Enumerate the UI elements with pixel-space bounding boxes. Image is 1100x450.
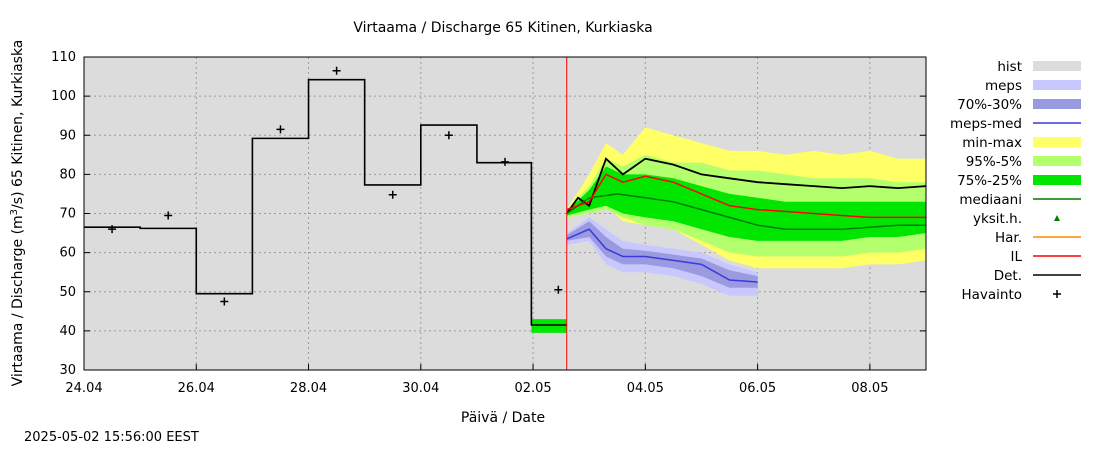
observation-point	[388, 190, 397, 199]
legend-label: 70%-30%	[957, 97, 1022, 113]
legend-label: 75%-25%	[957, 173, 1022, 189]
y-axis-label-suffix: /s) 65 Kitinen, Kurkiaska	[10, 40, 26, 209]
observation-point	[108, 225, 117, 234]
legend-swatch	[1033, 61, 1081, 71]
y-tick-label: 50	[59, 285, 76, 300]
legend-label: hist	[997, 59, 1022, 75]
observation-markers	[108, 66, 563, 306]
y-tick-label: 60	[59, 246, 76, 261]
series-meps-med	[566, 228, 758, 283]
x-tick-label: 28.04	[290, 381, 327, 396]
legend-label: meps	[985, 78, 1022, 94]
series-det-forecast	[565, 157, 927, 215]
legend-swatch	[1053, 290, 1061, 298]
legend-label: Det.	[994, 268, 1022, 284]
observation-point	[276, 125, 285, 134]
series-il	[566, 173, 926, 219]
timestamp: 2025-05-02 15:56:00 EEST	[24, 430, 199, 445]
observation-point	[220, 297, 229, 306]
observation-point	[501, 157, 509, 166]
chart-title: Virtaama / Discharge 65 Kitinen, Kurkias…	[353, 20, 652, 36]
y-tick-label: 110	[51, 50, 76, 65]
y-tick-label: 80	[59, 167, 76, 182]
x-axis-label: Päivä / Date	[461, 410, 545, 426]
observation-point	[332, 66, 341, 75]
legend-swatch	[1033, 99, 1081, 109]
y-axis-label: Virtaama / Discharge (m3/s) 65 Kitinen, …	[9, 40, 27, 387]
y-tick-labels: 30 40 50 60 70 80 90 100 110	[51, 50, 76, 378]
y-tick-label: 40	[59, 324, 76, 339]
series-mediaani	[566, 193, 926, 230]
forecast-bands	[531, 127, 926, 333]
x-tick-label: 04.05	[627, 381, 664, 396]
band-meps-70-30	[566, 221, 758, 288]
legend-label: 95%-5%	[966, 154, 1022, 170]
legend-label: Havainto	[961, 287, 1022, 303]
observation-point	[444, 131, 453, 140]
legend-swatch	[1033, 137, 1081, 147]
legend-swatch	[1033, 175, 1081, 185]
legend-swatch	[1033, 156, 1081, 166]
legend-label: min-max	[962, 135, 1022, 151]
band-75-25	[566, 166, 926, 241]
legend: hist meps 70%-30% meps-med min-max 95%-5% 75%-…	[950, 59, 1081, 303]
x-tick-label: 24.04	[65, 381, 102, 396]
series-lines	[84, 78, 927, 326]
observation-point	[554, 285, 563, 294]
legend-label: mediaani	[959, 192, 1022, 208]
observation-point	[164, 211, 173, 220]
x-tick-labels: 24.04 26.04 28.04 30.04 02.05 04.05 06.05 08.05	[65, 381, 888, 396]
series-det-history	[84, 78, 567, 326]
y-axis-label-prefix: Virtaama / Discharge (m	[10, 215, 26, 386]
y-tick-label: 30	[59, 363, 76, 378]
legend-swatch	[1054, 215, 1060, 221]
legend-label: IL	[1010, 249, 1022, 265]
y-tick-label: 90	[59, 128, 76, 143]
y-tick-label: 70	[59, 207, 76, 222]
x-tick-label: 02.05	[514, 381, 551, 396]
legend-label: Har.	[995, 230, 1022, 246]
y-tick-label: 100	[51, 89, 76, 104]
x-tick-label: 06.05	[739, 381, 776, 396]
x-tick-label: 08.05	[851, 381, 888, 396]
plot-frame	[83, 56, 927, 371]
legend-label: meps-med	[950, 116, 1022, 132]
legend-label: yksit.h.	[973, 211, 1022, 227]
y-axis-label-sup: 3	[9, 209, 20, 215]
x-tick-label: 30.04	[402, 381, 439, 396]
legend-swatch	[1033, 80, 1081, 90]
x-tick-label: 26.04	[178, 381, 215, 396]
band-gap	[531, 319, 567, 333]
